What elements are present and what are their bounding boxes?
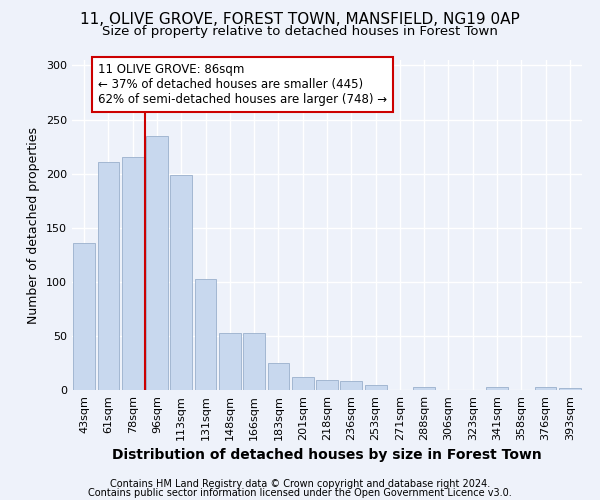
Text: Size of property relative to detached houses in Forest Town: Size of property relative to detached ho…	[102, 25, 498, 38]
Bar	[559, 388, 581, 390]
Bar	[170, 174, 192, 390]
X-axis label: Distribution of detached houses by size in Forest Town: Distribution of detached houses by size …	[112, 448, 542, 462]
Bar	[219, 332, 241, 390]
Text: Contains HM Land Registry data © Crown copyright and database right 2024.: Contains HM Land Registry data © Crown c…	[110, 479, 490, 489]
Bar	[340, 382, 362, 390]
Bar	[292, 377, 314, 390]
Bar	[194, 278, 217, 390]
Bar	[243, 332, 265, 390]
Bar	[316, 380, 338, 390]
Text: Contains public sector information licensed under the Open Government Licence v3: Contains public sector information licen…	[88, 488, 512, 498]
Bar	[97, 162, 119, 390]
Bar	[413, 387, 435, 390]
Text: 11, OLIVE GROVE, FOREST TOWN, MANSFIELD, NG19 0AP: 11, OLIVE GROVE, FOREST TOWN, MANSFIELD,…	[80, 12, 520, 28]
Y-axis label: Number of detached properties: Number of detached properties	[28, 126, 40, 324]
Text: 11 OLIVE GROVE: 86sqm
← 37% of detached houses are smaller (445)
62% of semi-det: 11 OLIVE GROVE: 86sqm ← 37% of detached …	[97, 64, 386, 106]
Bar	[122, 158, 143, 390]
Bar	[486, 387, 508, 390]
Bar	[365, 384, 386, 390]
Bar	[146, 136, 168, 390]
Bar	[73, 243, 95, 390]
Bar	[268, 363, 289, 390]
Bar	[535, 387, 556, 390]
